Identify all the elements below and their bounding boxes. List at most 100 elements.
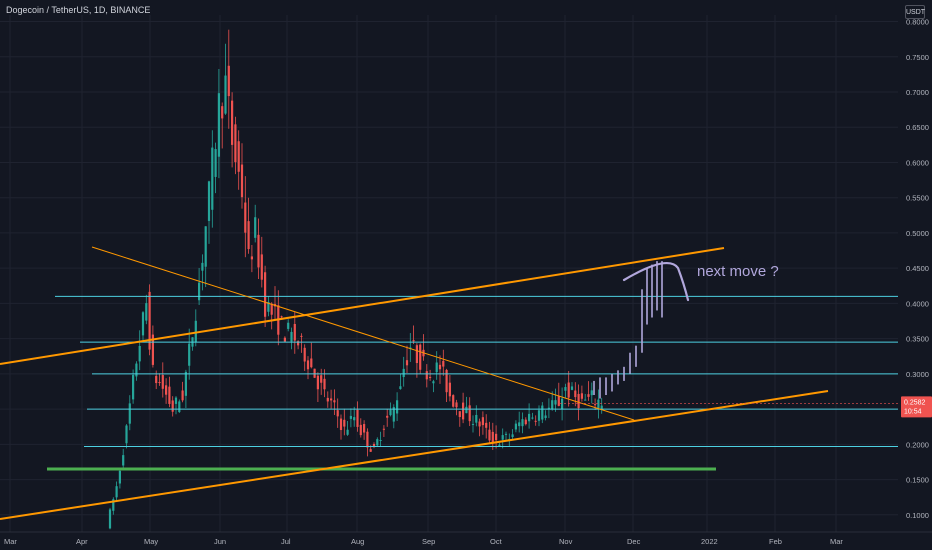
time-axis: Mar Apr May Jun Jul Aug Sep Oct Nov Dec 2022 Feb Mar — [0, 531, 932, 546]
candle — [207, 180, 211, 244]
candle — [168, 376, 171, 408]
price-tick-label: 0.5000 — [906, 229, 929, 238]
candle — [270, 302, 273, 330]
candle — [600, 397, 603, 414]
candle — [148, 284, 151, 356]
candle — [330, 389, 333, 409]
candle — [587, 381, 590, 401]
trendlines — [0, 246, 829, 520]
candle — [528, 403, 531, 429]
forecast-bars — [593, 261, 663, 399]
currency-unit-badge[interactable]: USDT — [905, 5, 925, 19]
candle — [287, 319, 290, 332]
price-tick-label: 0.4000 — [906, 299, 929, 308]
candle — [108, 507, 112, 530]
candle — [184, 369, 187, 409]
candle — [273, 286, 277, 320]
price-tick-label: 0.1000 — [906, 511, 929, 520]
candle — [310, 342, 313, 369]
candle — [326, 391, 329, 408]
candle — [356, 401, 359, 432]
candle — [498, 442, 501, 447]
candle — [297, 340, 300, 350]
annotation-next-move: next move ? — [697, 263, 779, 280]
candle — [372, 442, 376, 449]
candle — [402, 356, 405, 387]
time-tick-label: Oct — [490, 537, 503, 546]
candle — [303, 344, 306, 371]
candle — [376, 437, 379, 447]
candle — [188, 328, 191, 380]
candle — [580, 385, 583, 402]
candle — [231, 92, 234, 168]
candle — [194, 309, 197, 347]
time-tick-label: Jul — [281, 537, 291, 546]
candle — [237, 130, 240, 190]
candle — [240, 143, 244, 209]
price-tick-label: 0.7500 — [906, 53, 929, 62]
candle — [485, 414, 488, 439]
candle — [415, 343, 418, 378]
candle — [518, 411, 521, 433]
candle — [217, 69, 220, 179]
current-price-badge: 0.2582 10:54 — [560, 396, 932, 418]
current-price-value: 0.2582 — [904, 399, 926, 406]
candle — [211, 130, 214, 228]
candle — [567, 370, 570, 407]
candle — [346, 421, 349, 436]
candle — [359, 418, 362, 438]
candle — [283, 336, 286, 342]
candle — [597, 389, 600, 419]
candle — [290, 327, 293, 350]
time-tick-label: Feb — [769, 537, 782, 546]
candle — [257, 218, 260, 280]
candle — [135, 361, 138, 381]
price-tick-label: 0.7000 — [906, 88, 929, 97]
candle — [557, 382, 560, 407]
candle — [386, 408, 389, 427]
candle — [118, 467, 121, 489]
candle — [250, 244, 253, 273]
candle — [115, 481, 118, 502]
candle — [495, 425, 498, 449]
candle — [112, 497, 115, 515]
lower-trendline[interactable] — [0, 390, 829, 520]
candle — [554, 388, 557, 412]
candle — [171, 396, 174, 417]
candle — [537, 405, 541, 427]
chart-title: Dogecoin / TetherUS, 1D, BINANCE — [6, 5, 151, 15]
candle — [448, 374, 451, 402]
candle — [435, 351, 438, 380]
candle — [224, 43, 227, 115]
candle — [452, 394, 455, 408]
time-tick-label: Dec — [627, 537, 641, 546]
candle — [396, 392, 399, 422]
candle — [227, 29, 230, 129]
candle — [234, 116, 237, 175]
candle — [161, 362, 164, 398]
candle — [491, 422, 494, 450]
price-tick-label: 0.5500 — [906, 194, 929, 203]
candle — [488, 421, 491, 444]
horizontal-levels — [47, 295, 898, 471]
candle — [353, 406, 356, 427]
descending-trendline[interactable] — [91, 246, 635, 421]
candle — [379, 431, 382, 447]
candle — [316, 372, 319, 402]
candle — [409, 333, 412, 362]
upper-trendline[interactable] — [0, 247, 725, 365]
candle — [564, 383, 567, 399]
candle — [478, 418, 481, 437]
price-tick-label: 0.6500 — [906, 123, 929, 132]
candle — [465, 396, 468, 414]
candle — [254, 204, 257, 243]
candle — [392, 404, 395, 429]
candle — [405, 345, 409, 374]
candle — [501, 428, 504, 449]
candle — [574, 382, 577, 407]
time-tick-label: Aug — [351, 537, 364, 546]
candle — [267, 296, 270, 317]
candle — [504, 431, 508, 441]
candle — [511, 429, 514, 440]
